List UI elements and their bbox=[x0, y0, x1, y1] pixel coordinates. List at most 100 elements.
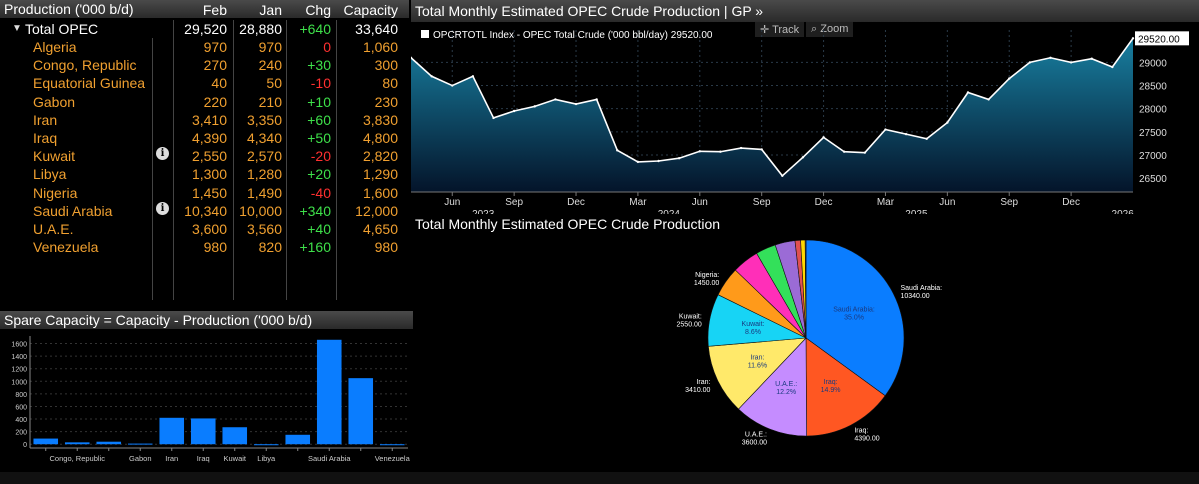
country-row[interactable]: Nigeria 1,450 1,490 -40 1,600 bbox=[0, 184, 409, 202]
legend-text: OPCRTOTL Index - OPEC Total Crude ('000 … bbox=[433, 30, 713, 41]
chg-value: +40 bbox=[307, 221, 331, 237]
info-icon[interactable]: i bbox=[156, 147, 169, 161]
chg-value: +60 bbox=[307, 111, 331, 128]
magnifier-icon: ⌕ bbox=[811, 23, 818, 35]
slice-pct-label: 8.6% bbox=[745, 329, 761, 336]
slice-inner-label: Iran: bbox=[750, 354, 764, 361]
last-value-label: 29520.00 bbox=[1138, 34, 1180, 45]
total-row[interactable]: ▼ Total OPEC 29,520 28,880 +640 33,640 bbox=[0, 20, 409, 38]
data-point bbox=[1090, 57, 1093, 60]
pie-slice bbox=[708, 337, 807, 410]
line-chart-title[interactable]: Total Monthly Estimated OPEC Crude Produ… bbox=[411, 0, 1199, 22]
bar bbox=[33, 438, 59, 445]
legend-swatch bbox=[421, 30, 429, 38]
pie-chart[interactable]: Saudi Arabia:35.0%Saudi Arabia:10340.00I… bbox=[411, 240, 1199, 470]
year-label: 2026 bbox=[1112, 209, 1135, 218]
column-header-jan[interactable]: Jan bbox=[259, 2, 282, 18]
feb-value: 29,520 bbox=[184, 21, 227, 37]
line-chart-title-text: Total Monthly Estimated OPEC Crude Produ… bbox=[415, 3, 764, 19]
column-header-capacity[interactable]: Capacity bbox=[343, 2, 398, 18]
column-header-feb[interactable]: Feb bbox=[202, 2, 227, 18]
data-point bbox=[1049, 56, 1052, 59]
x-tick-label: Mar bbox=[629, 197, 647, 208]
cap-value: 80 bbox=[382, 75, 398, 92]
data-point bbox=[574, 102, 578, 106]
x-tick-label: Dec bbox=[567, 197, 585, 208]
slice-value-label: 3600.00 bbox=[742, 440, 767, 447]
y-tick-label: 27000 bbox=[1139, 151, 1167, 162]
pie-chart-title-text: Total Monthly Estimated OPEC Crude Produ… bbox=[415, 216, 721, 232]
cap-value: 33,640 bbox=[355, 21, 398, 37]
chg-value: +50 bbox=[307, 130, 331, 146]
spare-capacity-chart[interactable]: 0 200 400 600 800 1000 1200 1400 1600 Congo, Repu… bbox=[0, 330, 413, 480]
column-divider bbox=[173, 20, 174, 300]
data-point bbox=[451, 84, 454, 87]
feb-value: 970 bbox=[203, 39, 227, 55]
production-title-text: Production ('000 b/d) bbox=[4, 1, 134, 17]
country-row[interactable]: Gabon 220 210 +10 230 bbox=[0, 93, 409, 111]
chg-value: +160 bbox=[299, 239, 331, 256]
info-icon[interactable]: i bbox=[156, 201, 169, 215]
slice-pct-label: 12.2% bbox=[776, 389, 796, 396]
country-row[interactable]: Iran 3,410 3,350 +60 3,830 bbox=[0, 111, 409, 129]
data-point bbox=[471, 75, 475, 78]
x-tick-label: Kuwait bbox=[223, 454, 246, 463]
data-point bbox=[719, 150, 722, 153]
cap-value: 2,820 bbox=[362, 148, 398, 165]
y-tick-label: 1000 bbox=[11, 379, 27, 386]
data-point bbox=[698, 150, 701, 153]
x-tick-label: Libya bbox=[257, 454, 276, 463]
crosshair-icon: ✛ bbox=[760, 24, 770, 36]
feb-value: 2,550 bbox=[191, 148, 227, 165]
country-row[interactable]: Equatorial Guinea 40 50 -10 80 bbox=[0, 74, 409, 92]
slice-pct-label: 35.0% bbox=[844, 315, 864, 322]
x-tick-label: Saudi Arabia bbox=[308, 454, 351, 463]
country-row[interactable]: Libya 1,300 1,280 +20 1,290 bbox=[0, 165, 409, 183]
feb-value: 3,410 bbox=[191, 111, 227, 128]
production-panel: Production ('000 b/d) Feb Jan Chg Capacity … bbox=[0, 0, 409, 300]
country-row[interactable]: Saudi Arabia i 10,340 10,000 +340 12,000 bbox=[0, 201, 409, 220]
feb-value: 1,450 bbox=[191, 184, 227, 201]
x-tick-label: Mar bbox=[877, 197, 895, 208]
bar bbox=[96, 441, 122, 445]
y-tick-label: 1600 bbox=[11, 342, 27, 349]
slice-outer-label: U.A.E.: bbox=[745, 432, 767, 439]
column-header-chg[interactable]: Chg bbox=[305, 2, 331, 18]
y-tick-label: 1200 bbox=[11, 367, 27, 374]
chg-value: -40 bbox=[310, 184, 331, 201]
feb-value: 3,600 bbox=[191, 221, 227, 237]
year-label: 2023 bbox=[472, 209, 495, 218]
zoom-button[interactable]: ⌕ Zoom bbox=[806, 22, 854, 37]
country-row[interactable]: Venezuela 980 820 +160 980 bbox=[0, 238, 409, 256]
country-row[interactable]: Iraq 4,390 4,340 +50 4,800 bbox=[0, 129, 409, 147]
country-name: Algeria bbox=[33, 39, 77, 55]
slice-inner-label: Saudi Arabia: bbox=[833, 307, 875, 314]
data-point bbox=[616, 149, 619, 152]
slice-pct-label: 11.6% bbox=[748, 362, 767, 369]
data-point bbox=[657, 159, 660, 163]
data-point bbox=[533, 105, 536, 108]
line-chart[interactable]: 26500 27000 27500 28000 28500 29000 Jun Sep Dec M… bbox=[411, 22, 1199, 218]
collapse-triangle-icon[interactable]: ▼ bbox=[12, 23, 22, 34]
chg-value: +30 bbox=[307, 57, 331, 74]
data-point bbox=[1028, 61, 1032, 64]
jan-value: 2,570 bbox=[246, 148, 282, 165]
bar bbox=[316, 339, 342, 445]
x-tick-label: Sep bbox=[505, 197, 523, 208]
bar bbox=[222, 427, 248, 445]
pie-slice bbox=[804, 240, 807, 339]
x-tick-label: Jun bbox=[939, 197, 955, 208]
pie-chart-title: Total Monthly Estimated OPEC Crude Produ… bbox=[411, 214, 1199, 234]
x-tick-label: Congo, Republic bbox=[50, 454, 106, 463]
y-tick-label: 600 bbox=[15, 404, 27, 411]
country-row[interactable]: Kuwait i 2,550 2,570 -20 2,820 bbox=[0, 147, 409, 165]
track-button[interactable]: ✛ Track bbox=[755, 22, 805, 37]
country-name: Iran bbox=[33, 111, 58, 128]
y-tick-label: 26500 bbox=[1139, 174, 1167, 185]
data-point bbox=[1131, 37, 1135, 40]
country-row[interactable]: U.A.E. 3,600 3,560 +40 4,650 bbox=[0, 220, 409, 238]
legend: OPCRTOTL Index - OPEC Total Crude ('000 … bbox=[421, 30, 713, 41]
country-row[interactable]: Congo, Republic 270 240 +30 300 bbox=[0, 56, 409, 74]
data-point bbox=[411, 56, 413, 59]
country-row[interactable]: Algeria 970 970 0 1,060 bbox=[0, 38, 409, 56]
